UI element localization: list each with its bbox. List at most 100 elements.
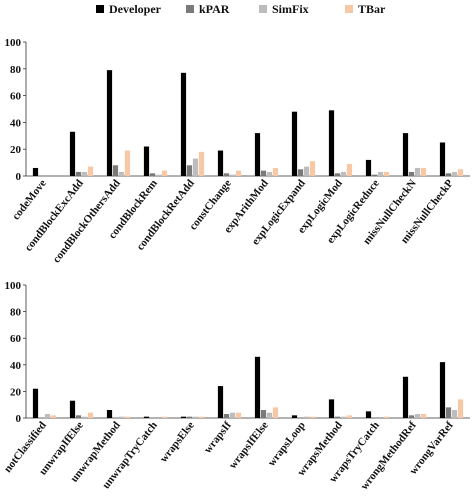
bar-sim-fix-miss-null-check-p	[451, 171, 458, 176]
bar-k-par-wrong-method-ref	[408, 415, 415, 418]
bar-k-par-unwrap-if-else	[75, 415, 82, 418]
y-tick-label: 80	[10, 307, 22, 319]
y-tick-label: 40	[10, 360, 22, 372]
bar-developer-wraps-method	[328, 399, 335, 418]
bar-developer-cond-block-others-add	[106, 70, 113, 176]
bar-k-par-exp-logic-reduce	[371, 174, 378, 176]
legend-label-tbar: TBar	[358, 2, 386, 16]
category-label-cond-block-others-add: condBlockOthersAdd	[51, 177, 123, 265]
bar-tbar-wraps-method	[346, 415, 353, 418]
bar-k-par-wraps-if-else	[260, 410, 267, 418]
bar-tbar-unwrap-try-catch	[161, 416, 168, 418]
bar-tbar-cond-block-rem	[161, 170, 168, 176]
bar-developer-const-change	[217, 150, 224, 176]
bar-tbar-wrong-var-ref	[457, 399, 464, 418]
bar-tbar-miss-null-check-n	[420, 167, 427, 176]
legend-label-k-par: kPAR	[199, 2, 230, 16]
bar-sim-fix-wraps-loop	[303, 416, 310, 418]
bar-k-par-miss-null-check-p	[445, 173, 452, 176]
bar-tbar-cond-block-exc-add	[87, 166, 94, 176]
legend-swatch-sim-fix	[259, 5, 267, 13]
y-tick-label: 20	[10, 386, 22, 398]
bar-sim-fix-cond-block-exc-add	[81, 171, 88, 176]
bar-developer-wraps-if-else	[254, 356, 261, 418]
bar-sim-fix-wraps-method	[340, 416, 347, 418]
bar-k-par-cond-block-rem	[149, 173, 156, 176]
bar-sim-fix-wrong-var-ref	[451, 410, 458, 418]
bar-k-par-const-change	[223, 173, 230, 176]
bar-tbar-exp-logic-expand	[309, 161, 316, 176]
bar-sim-fix-wraps-else	[192, 416, 199, 418]
bar-developer-wraps-loop	[291, 415, 298, 418]
category-label-code-move: codeMove	[10, 177, 49, 222]
bar-tbar-wraps-if-else	[272, 407, 279, 418]
bar-developer-cond-block-ret-add	[180, 72, 187, 176]
bar-sim-fix-wraps-if-else	[266, 412, 273, 418]
y-tick-label: 40	[10, 117, 22, 129]
bar-developer-wrong-method-ref	[402, 376, 409, 418]
bar-tbar-exp-logic-reduce	[383, 171, 390, 176]
bar-k-par-cond-block-others-add	[112, 165, 119, 176]
bar-tbar-wraps-else	[198, 416, 205, 418]
legend-label-developer: Developer	[109, 2, 162, 16]
y-tick-label: 80	[10, 64, 22, 76]
bar-sim-fix-cond-block-ret-add	[192, 158, 199, 176]
bar-sim-fix-unwrap-method	[118, 416, 125, 418]
y-tick-label: 0	[16, 413, 22, 425]
bar-sim-fix-cond-block-others-add	[118, 171, 125, 176]
bar-developer-wraps-try-catch	[365, 411, 372, 418]
category-label-wraps-else: wrapsElse	[158, 419, 197, 465]
bar-developer-wraps-if	[217, 386, 224, 418]
bar-developer-exp-logic-reduce	[365, 159, 372, 176]
bar-tbar-exp-logic-mod	[346, 163, 353, 176]
bar-developer-wraps-else	[180, 416, 187, 418]
bar-k-par-wrong-var-ref	[445, 407, 452, 418]
bar-k-par-miss-null-check-n	[408, 171, 415, 176]
bar-sim-fix-const-change	[229, 174, 236, 176]
bar-developer-cond-block-rem	[143, 146, 150, 176]
bar-k-par-cond-block-exc-add	[75, 171, 82, 176]
y-tick-label: 0	[16, 171, 22, 183]
y-tick-label: 60	[10, 91, 22, 103]
bar-k-par-exp-arith-mod	[260, 170, 267, 176]
bar-tbar-wraps-loop	[309, 416, 316, 418]
bar-tbar-const-change	[235, 170, 242, 176]
bar-tbar-wraps-try-catch	[383, 416, 390, 418]
bar-k-par-wraps-else	[186, 416, 193, 418]
y-tick-label: 100	[5, 280, 22, 292]
bar-sim-fix-exp-logic-expand	[303, 166, 310, 176]
bar-developer-unwrap-if-else	[69, 400, 76, 418]
bar-developer-not-classified	[32, 388, 39, 418]
legend-swatch-k-par	[186, 5, 194, 13]
bar-k-par-exp-logic-mod	[334, 173, 341, 176]
bar-developer-unwrap-try-catch	[143, 416, 150, 418]
bar-tbar-unwrap-method	[124, 416, 131, 418]
bar-developer-code-move	[32, 167, 39, 176]
bar-tbar-cond-block-others-add	[124, 150, 131, 176]
bar-tbar-wrong-method-ref	[420, 414, 427, 418]
y-tick-label: 20	[10, 144, 22, 156]
bar-developer-exp-arith-mod	[254, 133, 261, 176]
bar-k-par-cond-block-ret-add	[186, 165, 193, 176]
legend-label-sim-fix: SimFix	[272, 2, 309, 16]
bar-tbar-not-classified	[50, 415, 57, 418]
y-tick-label: 60	[10, 333, 22, 345]
bar-developer-miss-null-check-p	[439, 142, 446, 176]
bar-k-par-wraps-if	[223, 414, 230, 418]
bar-k-par-wraps-method	[334, 416, 341, 418]
bar-sim-fix-exp-arith-mod	[266, 171, 273, 176]
bar-sim-fix-wraps-if	[229, 412, 236, 418]
bar-developer-cond-block-exc-add	[69, 131, 76, 176]
bar-sim-fix-miss-null-check-n	[414, 167, 421, 176]
bar-tbar-miss-null-check-p	[457, 169, 464, 176]
bar-developer-wrong-var-ref	[439, 362, 446, 418]
bar-sim-fix-unwrap-if-else	[81, 416, 88, 418]
bottom-chart-panel: 020406080100notClassifiedunwrapIfElseunw…	[2, 280, 470, 492]
legend-swatch-tbar	[345, 5, 353, 13]
y-tick-label: 100	[5, 37, 22, 49]
bar-sim-fix-exp-logic-reduce	[377, 171, 384, 176]
bar-developer-miss-null-check-n	[402, 133, 409, 176]
bar-tbar-cond-block-ret-add	[198, 151, 205, 176]
bar-sim-fix-exp-logic-mod	[340, 171, 347, 176]
